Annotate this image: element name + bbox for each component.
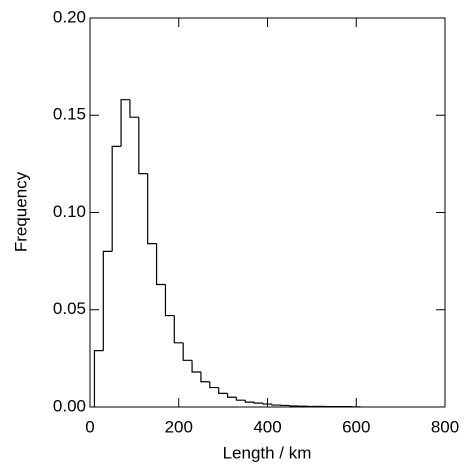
y-tick-label: 0.20 [53, 7, 86, 26]
histogram-bin [218, 387, 228, 394]
histogram-bin [120, 99, 130, 147]
histogram-bin [262, 403, 272, 405]
x-axis-label: Length / km [223, 443, 312, 462]
histogram-bin [164, 284, 175, 317]
histogram-bin [102, 250, 113, 351]
histogram-bin [147, 173, 157, 245]
histogram-bin [244, 400, 255, 403]
x-tick-label: 600 [342, 417, 370, 436]
histogram-bin [173, 315, 184, 344]
x-tick-label: 200 [165, 417, 193, 436]
y-axis-label: Frequency [11, 171, 30, 252]
histogram-bin [191, 360, 201, 373]
y-tick-label: 0.15 [53, 105, 86, 124]
histogram-bin [235, 397, 246, 401]
histogram-bin [253, 402, 264, 404]
histogram-bin [129, 99, 139, 118]
histogram-bin [182, 342, 193, 361]
y-tick-label: 0.00 [53, 396, 86, 415]
y-tick-label: 0.05 [53, 299, 86, 318]
histogram-bin [111, 145, 122, 252]
histogram-bin [289, 405, 299, 407]
x-tick-label: 800 [431, 417, 459, 436]
histogram-bin [155, 243, 166, 286]
histogram-bin [138, 117, 148, 175]
histogram-bin [226, 393, 237, 398]
x-tick-label: 0 [85, 417, 94, 436]
histogram-bin [200, 371, 210, 383]
plot-frame [89, 17, 446, 408]
histogram-bin [271, 404, 281, 406]
x-tick-label: 400 [253, 417, 281, 436]
histogram-bin [93, 349, 104, 407]
y-tick-label: 0.10 [53, 202, 86, 221]
histogram-bin [209, 381, 219, 389]
